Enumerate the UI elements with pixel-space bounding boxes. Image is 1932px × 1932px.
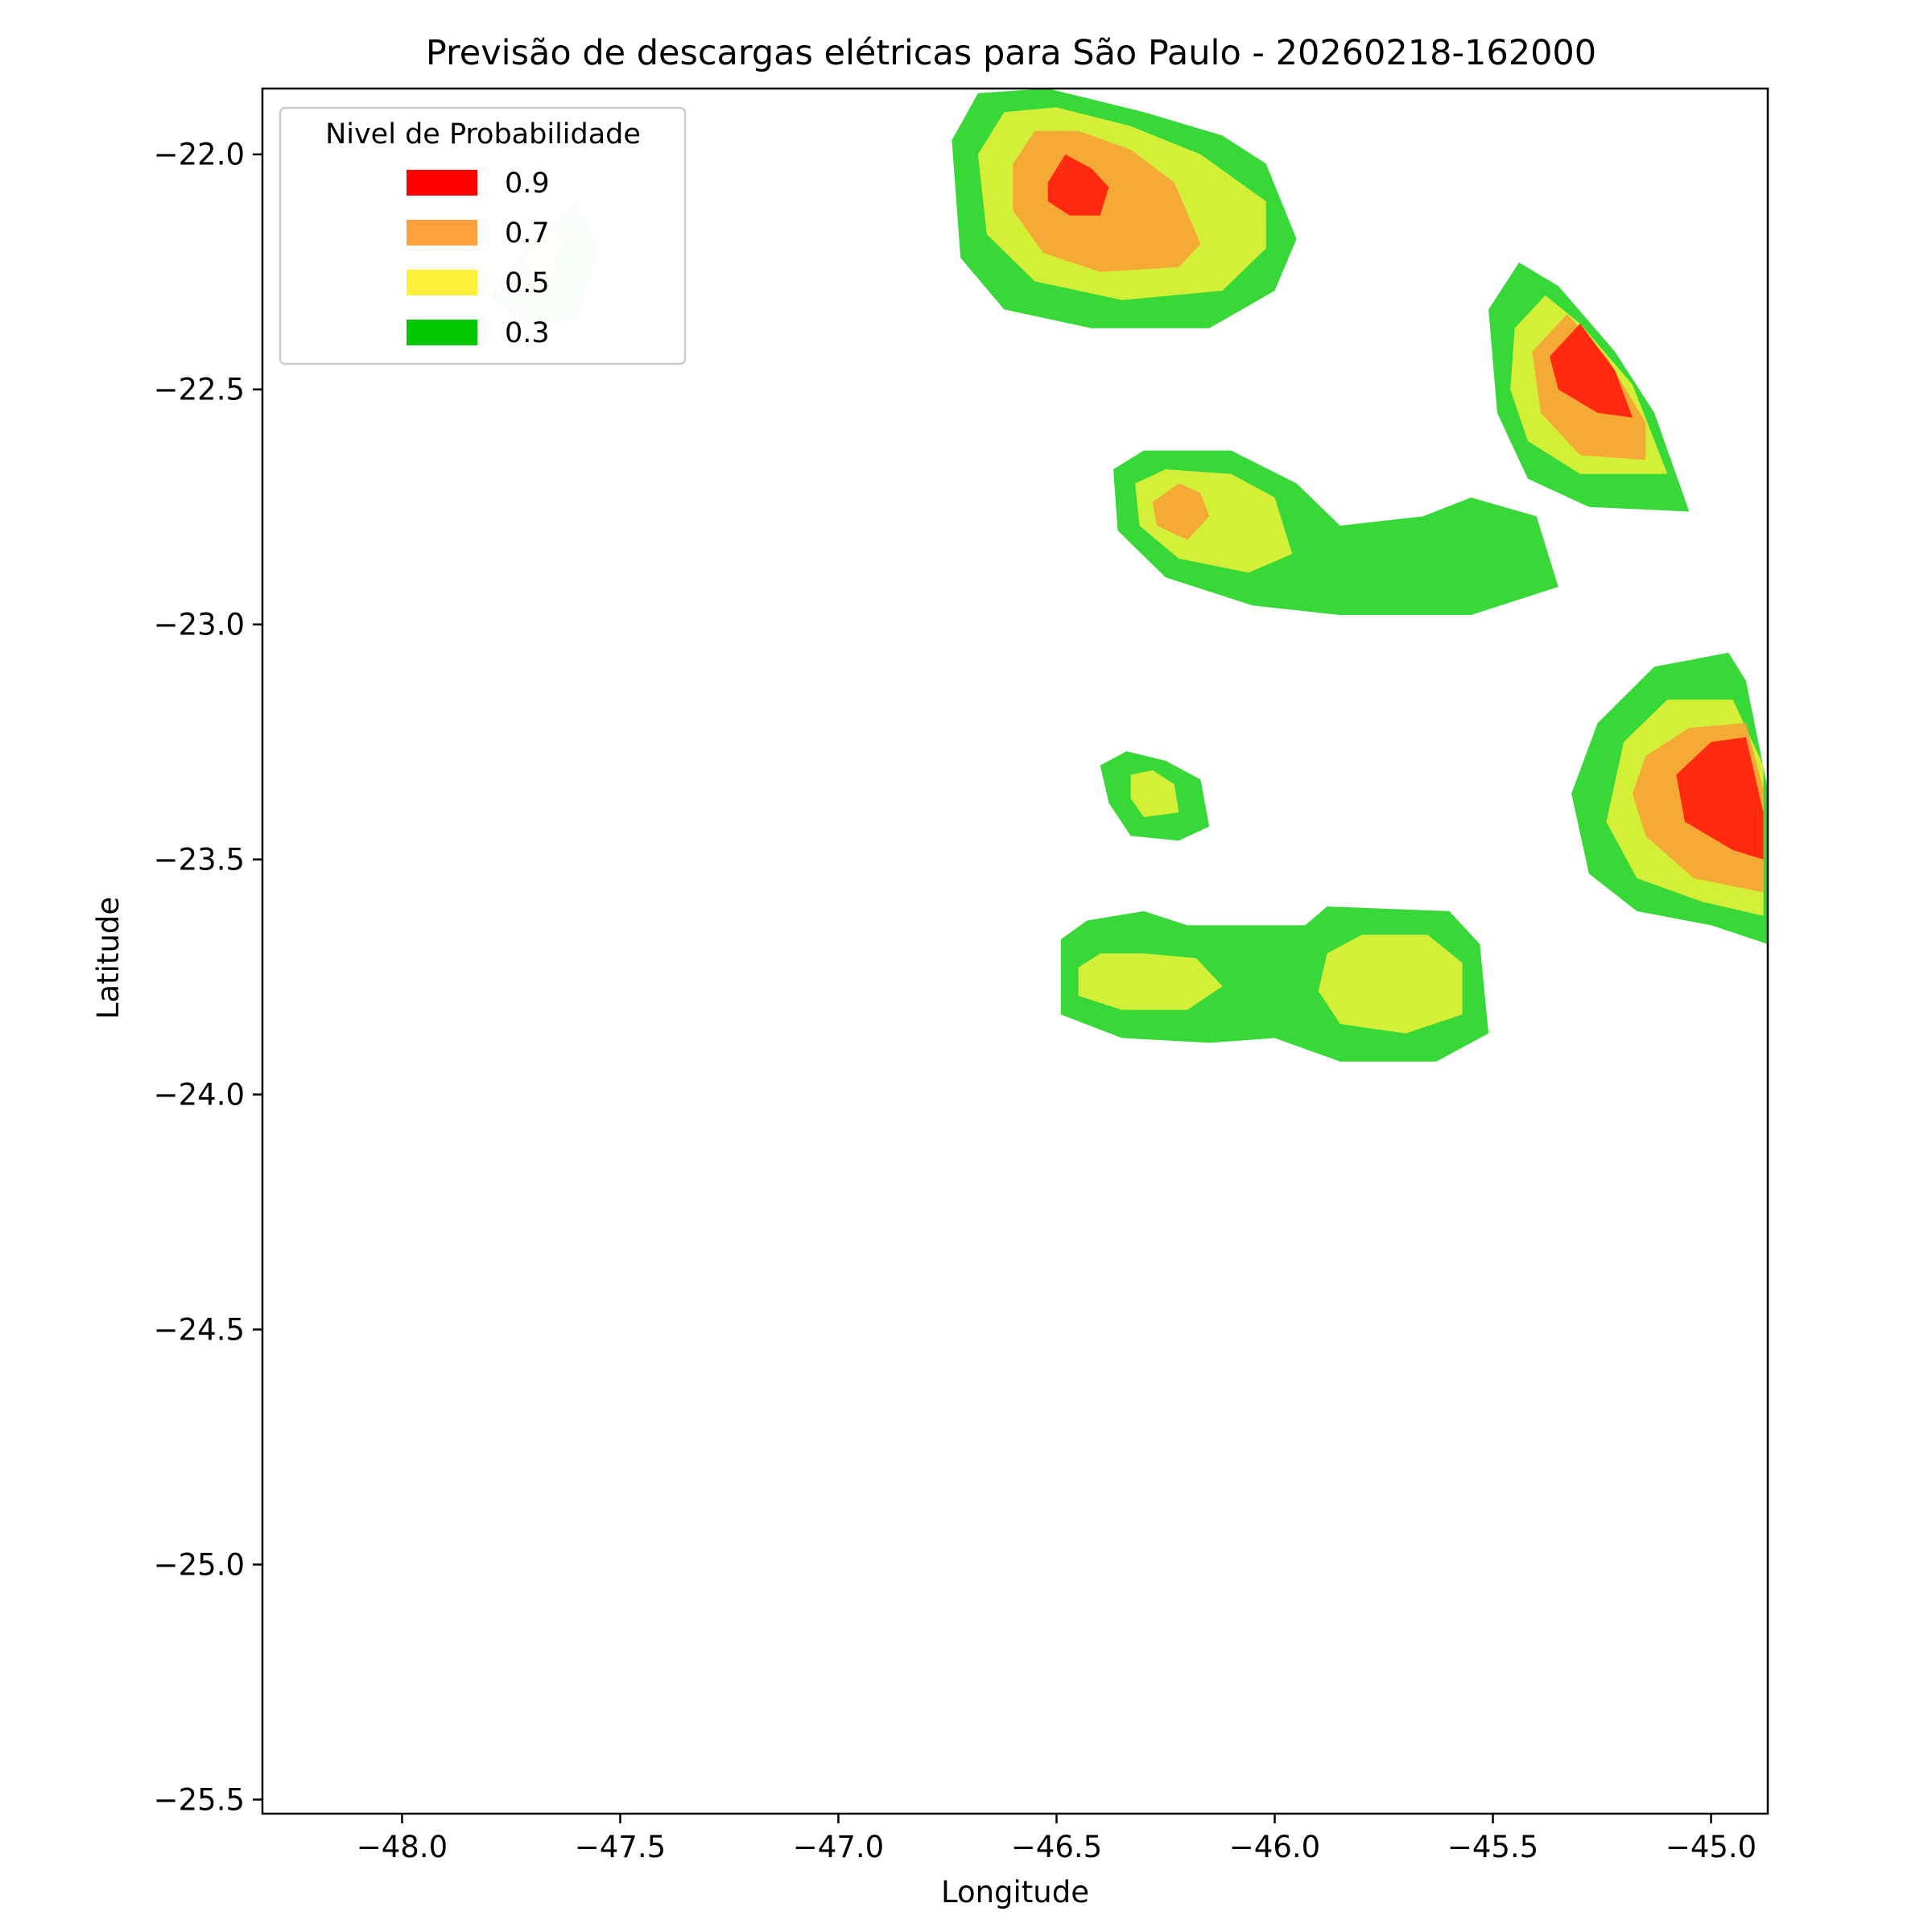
- x-tick-label: −46.0: [1229, 1830, 1320, 1864]
- cell-east: [1571, 652, 1768, 944]
- plot-frame: [261, 87, 1769, 1815]
- x-axis-label: Longitude: [941, 1875, 1089, 1909]
- x-axis: −48.0 −47.5 −47.0 −46.5 −46.0 −45.5 −45.0: [357, 1814, 1757, 1864]
- cell-center-north: [1113, 450, 1558, 615]
- contour-layer: [489, 89, 1768, 1062]
- legend-swatch: [407, 170, 477, 196]
- y-tick-label: −22.5: [154, 373, 245, 407]
- x-tick-label: −48.0: [357, 1830, 448, 1864]
- chart-title: Previsão de descargas elétricas para São…: [426, 33, 1596, 73]
- cell-center-small: [1100, 751, 1210, 841]
- legend-swatch: [407, 320, 477, 345]
- y-tick-label: −22.0: [154, 138, 245, 172]
- cell-south: [1060, 906, 1489, 1062]
- legend-label: 0.9: [505, 167, 550, 200]
- contour-level-0-5: [1130, 770, 1179, 818]
- legend-label: 0.3: [505, 317, 550, 349]
- x-tick-label: −47.5: [575, 1830, 666, 1864]
- contour-level-0-9: [1047, 154, 1109, 216]
- y-tick-label: −23.5: [154, 843, 245, 877]
- x-tick-label: −45.5: [1447, 1830, 1538, 1864]
- y-tick-label: −24.0: [154, 1078, 245, 1113]
- contour-level-0-9: [1676, 737, 1764, 860]
- y-axis: −22.0 −22.5 −23.0 −23.5 −24.0 −24.5 −25.0 −25.5: [154, 138, 262, 1817]
- y-axis-label: Latitude: [91, 897, 126, 1019]
- contour-level-0-5: [1078, 953, 1223, 1010]
- x-tick-label: −47.0: [793, 1830, 884, 1864]
- legend-title: Nivel de Probabilidade: [325, 118, 641, 151]
- legend-swatch: [407, 220, 477, 246]
- legend-entries: 0.9 0.7 0.5 0.3: [407, 167, 550, 349]
- legend-box: [279, 106, 687, 365]
- contour-level-0-5: [1318, 935, 1463, 1034]
- y-tick-label: −23.0: [154, 608, 245, 642]
- legend: Nivel de Probabilidade 0.9 0.7 0.5 0.3: [279, 106, 687, 365]
- contour-level-0-7: [1152, 483, 1210, 540]
- cell-north-east: [1488, 262, 1690, 512]
- x-tick-label: −46.5: [1011, 1830, 1102, 1864]
- legend-swatch: [407, 270, 477, 295]
- legend-label: 0.7: [505, 217, 550, 250]
- contour-level-0-9: [1550, 324, 1633, 418]
- y-tick-label: −24.5: [154, 1313, 245, 1348]
- cell-north-1: [952, 89, 1297, 328]
- y-tick-label: −25.5: [154, 1782, 245, 1817]
- legend-label: 0.5: [505, 267, 550, 299]
- y-tick-label: −25.0: [154, 1548, 245, 1583]
- x-tick-label: −45.0: [1666, 1830, 1757, 1864]
